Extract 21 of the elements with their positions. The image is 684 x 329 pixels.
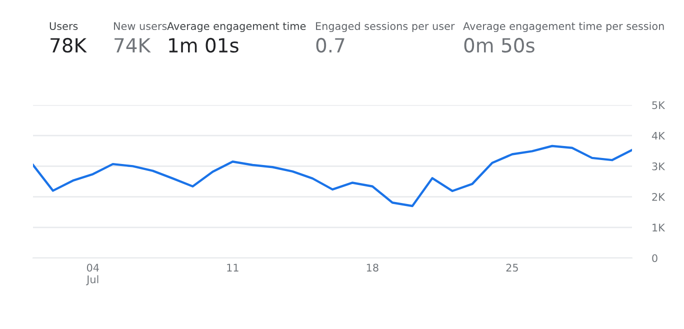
text: Users bbox=[50, 22, 78, 30]
line-series bbox=[33, 144, 632, 208]
text: Engaged sessions per user bbox=[316, 22, 455, 32]
x-tick-label: 25 bbox=[506, 264, 518, 272]
y-tick-label: 4K bbox=[652, 132, 666, 140]
y-tick-label: 0 bbox=[652, 254, 658, 262]
text: 78K bbox=[50, 38, 87, 53]
text: 74K bbox=[114, 38, 151, 52]
x-tick-label: 11 bbox=[227, 264, 238, 272]
text: 0.7 bbox=[316, 38, 344, 53]
y-tick-label: 5K bbox=[652, 101, 666, 110]
text: 1m 01s bbox=[169, 38, 238, 53]
y-tick-label: 3K bbox=[652, 162, 666, 170]
text: 0m 50s bbox=[464, 38, 534, 53]
text: Average engagement time per session bbox=[463, 22, 664, 32]
y-tick-label: 2K bbox=[652, 193, 666, 201]
text: New users bbox=[114, 22, 167, 30]
x-tick-label: 18 bbox=[366, 264, 378, 272]
y-tick-label: 1K bbox=[652, 224, 666, 232]
text: Average engagement time bbox=[167, 22, 306, 32]
x-tick-label: 04 Jul bbox=[86, 264, 99, 286]
